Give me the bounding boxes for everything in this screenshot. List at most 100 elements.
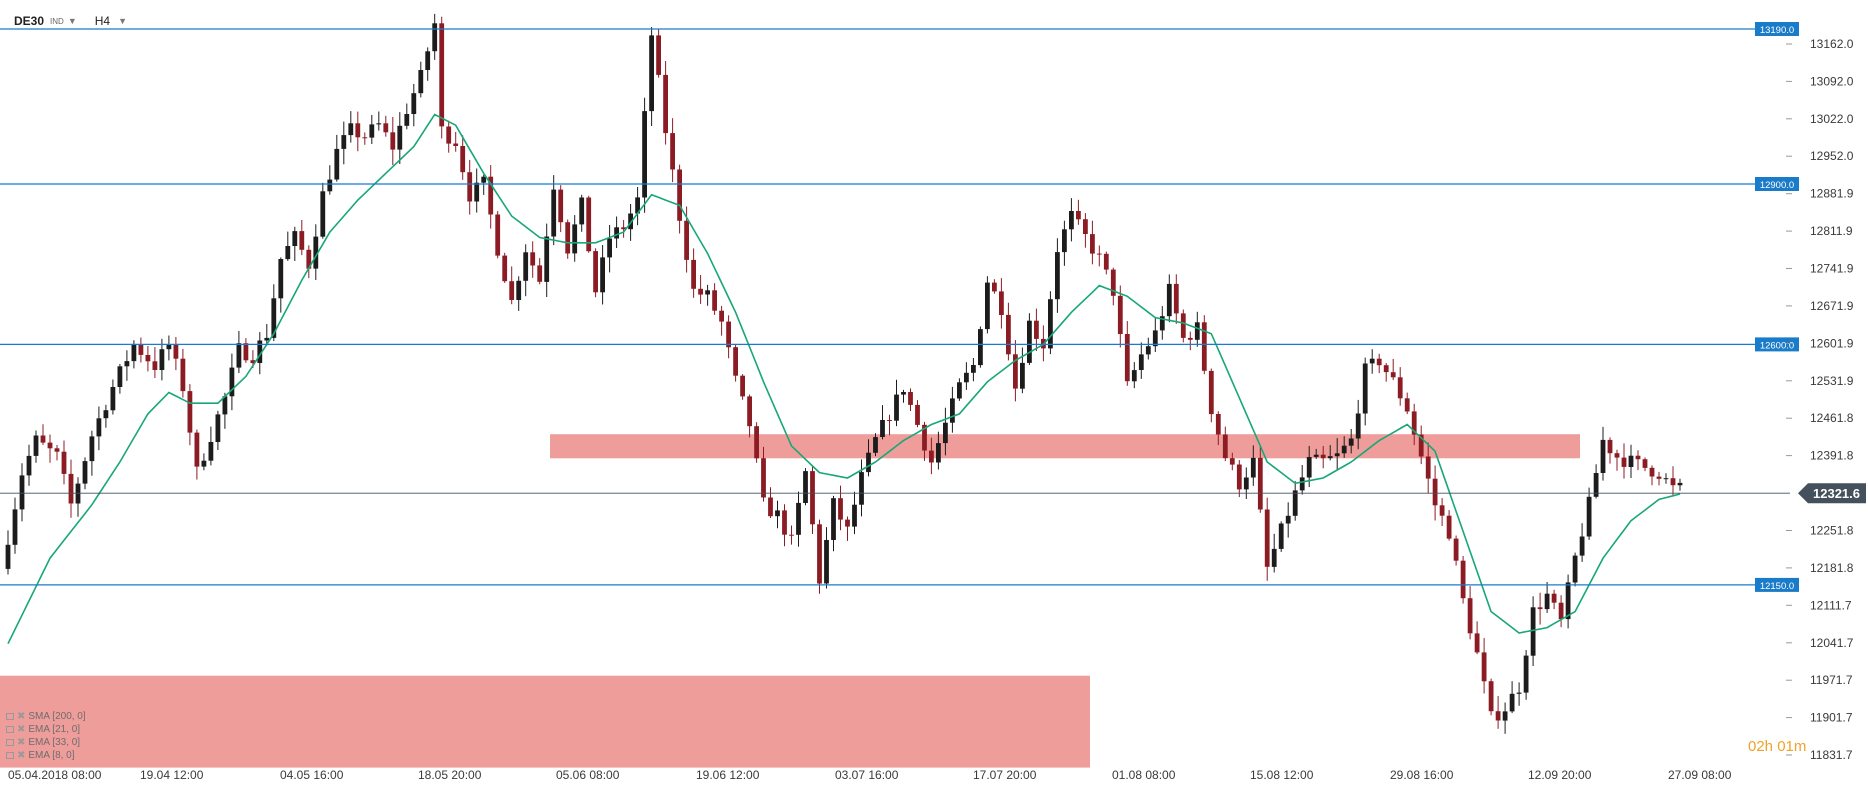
candle-body (1383, 365, 1389, 373)
candle-body (278, 259, 284, 299)
y-tick-label: 12811.9 (1810, 224, 1853, 238)
y-tick-label: 13162.0 (1810, 37, 1854, 51)
chevron-down-icon[interactable]: ▼ (118, 16, 127, 26)
y-tick-label: 11901.7 (1810, 711, 1853, 725)
candle-body (509, 281, 515, 300)
candle-body (600, 257, 605, 293)
indicator-row[interactable]: ✖ EMA [33, 0] (6, 736, 86, 749)
candle-body (677, 169, 682, 221)
indicator-row[interactable]: ✖ EMA [8, 0] (6, 749, 86, 762)
candle-body (894, 394, 899, 421)
candle-body (971, 365, 976, 373)
candle-body (460, 146, 466, 173)
candle-body (1467, 598, 1473, 634)
candle-body (208, 442, 214, 461)
close-icon[interactable]: ✖ (17, 737, 26, 748)
candle-body (1635, 455, 1641, 460)
candle-body (201, 460, 207, 467)
candle-body (1495, 711, 1501, 721)
timeframe-label[interactable]: H4 (94, 14, 111, 28)
candle-body (733, 347, 738, 376)
indicator-row[interactable]: ✖ EMA [21, 0] (6, 723, 86, 736)
candle-body (1285, 515, 1291, 524)
candle-body (89, 436, 95, 462)
candle-body (824, 540, 829, 584)
candle-body (740, 375, 745, 397)
candle-body (194, 432, 200, 467)
candle-body (537, 265, 543, 282)
candle-body (663, 74, 668, 134)
symbol-label[interactable]: DE30 (14, 14, 45, 28)
candle-body (467, 172, 473, 202)
candle-body (607, 238, 612, 258)
settings-icon[interactable] (6, 752, 14, 759)
candle-body (796, 502, 801, 535)
candle-body (110, 387, 116, 411)
candle-body (1348, 438, 1354, 446)
candle-body (859, 472, 864, 505)
candle-body (397, 125, 403, 150)
candle-body (817, 524, 822, 584)
candle-body (320, 191, 326, 237)
candle-body (1516, 692, 1522, 694)
candle-body (236, 343, 242, 368)
y-tick-label: 12531.9 (1810, 374, 1854, 388)
candle-body (621, 227, 626, 230)
candle-body (334, 148, 340, 180)
candle-body (1090, 234, 1095, 254)
candle-body (432, 23, 438, 52)
settings-icon[interactable] (6, 739, 14, 746)
candle-body (719, 310, 724, 322)
candle-body (726, 321, 731, 348)
candle-body (1614, 453, 1620, 458)
chevron-down-icon[interactable]: ▼ (67, 16, 77, 26)
candle-body (1020, 362, 1025, 389)
candle-body (159, 349, 165, 370)
candle-body (1341, 445, 1347, 454)
settings-icon[interactable] (6, 726, 14, 733)
candle-body (68, 473, 74, 504)
candle-body (1677, 482, 1683, 486)
y-tick-label: 13092.0 (1810, 74, 1854, 88)
candle-body (166, 344, 172, 350)
candle-body (215, 414, 221, 442)
y-tick-label: 12391.8 (1810, 449, 1854, 463)
y-tick-label: 13022.0 (1810, 112, 1854, 126)
candle-body (292, 231, 298, 246)
candle-body (173, 344, 179, 359)
candle-body (257, 340, 263, 363)
candle-body (61, 451, 67, 474)
candle-body (544, 236, 550, 282)
candle-body (306, 249, 312, 269)
indicator-label: SMA [200, 0] (28, 711, 86, 722)
candle-body (1278, 523, 1284, 549)
close-icon[interactable]: ✖ (17, 724, 26, 735)
candle-body (1048, 299, 1053, 349)
candle-body (1236, 464, 1242, 490)
x-tick-label: 19.04 12:00 (140, 768, 204, 782)
y-tick-label: 12251.8 (1810, 524, 1854, 538)
candle-body (124, 361, 130, 367)
candle-body (1530, 607, 1536, 656)
candle-body (495, 214, 501, 256)
candle-body (103, 410, 109, 419)
close-icon[interactable]: ✖ (17, 711, 26, 722)
candle-body (1062, 229, 1067, 253)
close-icon[interactable]: ✖ (17, 750, 26, 761)
level-label: 12600.0 (1760, 340, 1794, 351)
candle-body (999, 291, 1004, 315)
candle-body (1663, 478, 1669, 480)
settings-icon[interactable] (6, 713, 14, 720)
x-tick-label: 27.09 08:00 (1668, 768, 1732, 782)
candle-body (439, 23, 445, 127)
indicator-row[interactable]: ✖ SMA [200, 0] (6, 710, 86, 723)
candle-body (1131, 370, 1137, 382)
candle-body (1055, 252, 1060, 300)
candle-body (138, 344, 144, 355)
y-tick-label: 12741.9 (1810, 262, 1854, 276)
candle-body (852, 504, 857, 527)
candle-body (488, 176, 494, 215)
candle-body (1649, 467, 1655, 477)
